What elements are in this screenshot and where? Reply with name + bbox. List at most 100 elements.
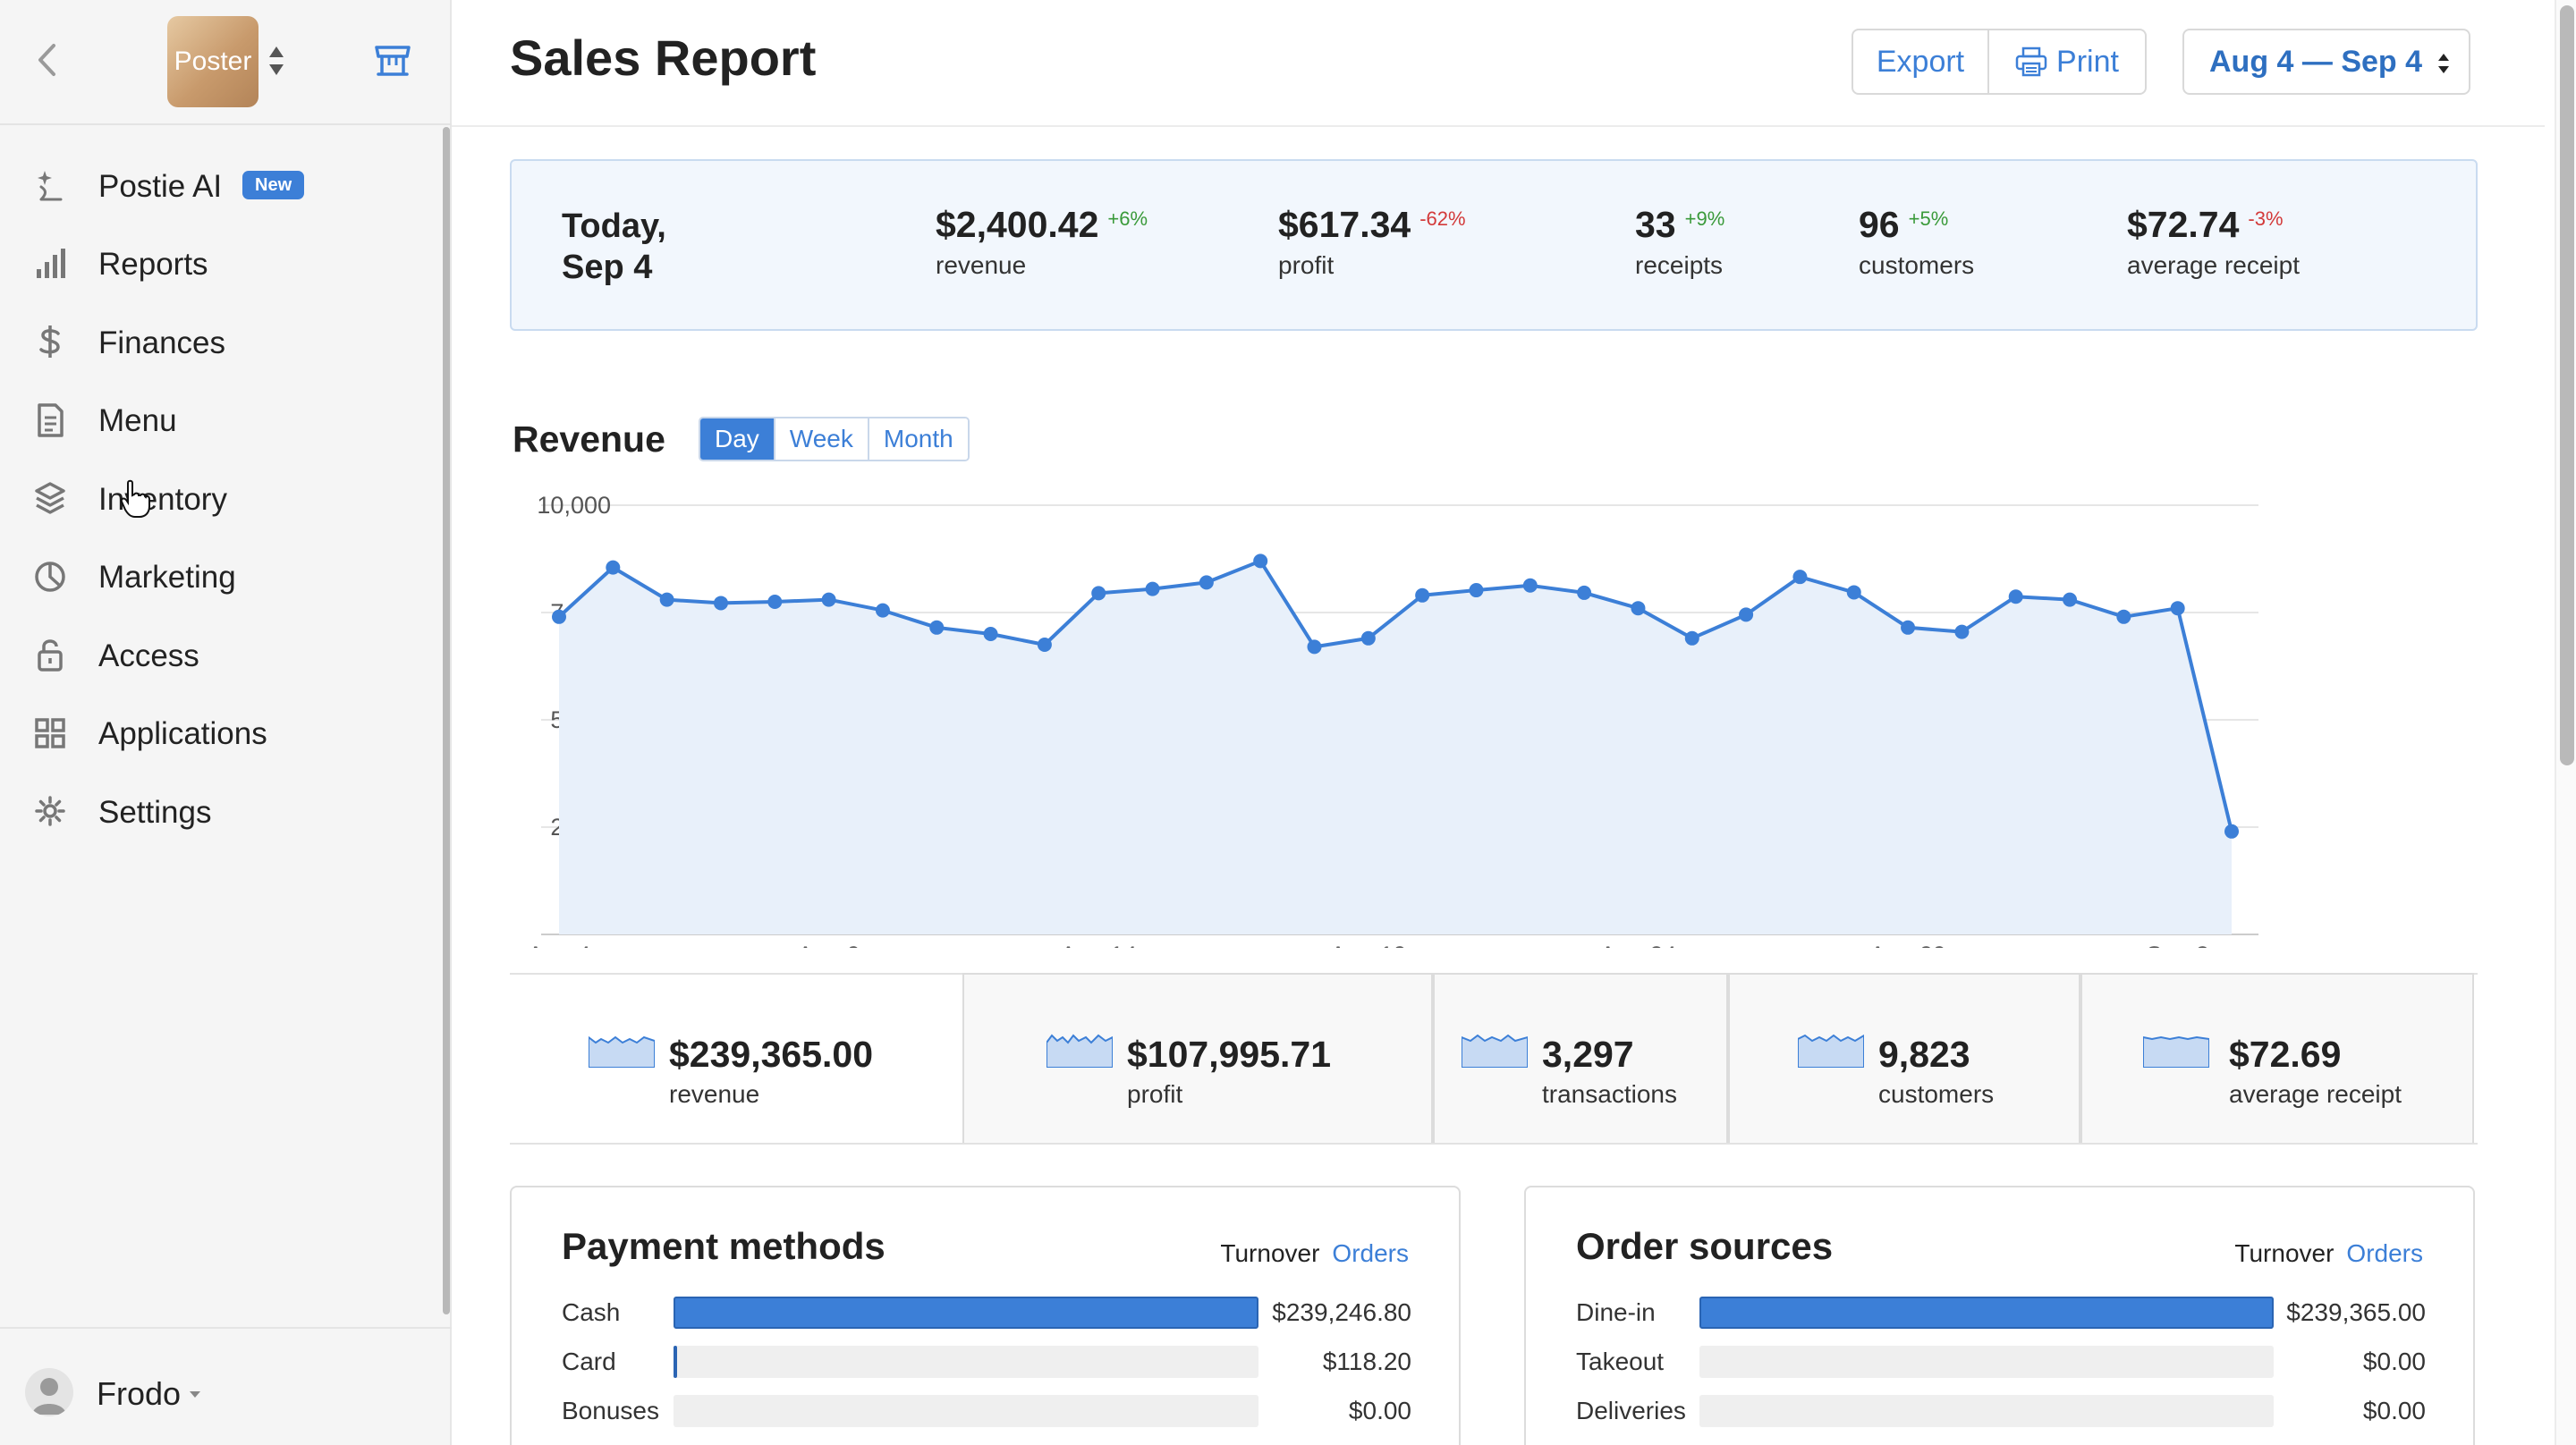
- sidebar-item-access[interactable]: Access: [0, 617, 443, 696]
- sort-arrows-icon: [269, 46, 284, 75]
- sidebar-item-marketing[interactable]: Marketing: [0, 539, 443, 618]
- sidebar-item-inventory[interactable]: Inventory: [0, 461, 443, 539]
- kpi-revenue: $2,400.42 +6% revenue: [936, 204, 1148, 280]
- data-point: [875, 603, 890, 618]
- x-tick-label: Aug 14: [1060, 942, 1137, 948]
- data-point: [1360, 630, 1376, 646]
- document-icon: [32, 402, 68, 438]
- total-average-receipt[interactable]: $72.69 average receipt: [2080, 973, 2474, 1143]
- total-value: $107,995.71: [1127, 1034, 1332, 1075]
- account-switcher[interactable]: [265, 43, 288, 79]
- sidebar-item-label: Reports: [98, 247, 208, 283]
- sidebar-item-postie-ai[interactable]: Postie AI New: [0, 148, 443, 226]
- page-scrollbar[interactable]: [2555, 0, 2576, 1445]
- period-day-button[interactable]: Day: [700, 418, 774, 460]
- print-button[interactable]: Print: [1989, 30, 2145, 93]
- data-point: [1091, 586, 1106, 601]
- total-revenue[interactable]: $239,365.00 revenue: [510, 975, 962, 1143]
- today-label: Today, Sep 4: [562, 206, 705, 288]
- kpi-value: $72.74: [2127, 204, 2240, 245]
- total-label: revenue: [669, 1080, 760, 1108]
- page-scrollbar-thumb[interactable]: [2560, 5, 2574, 765]
- today-label-line2: Sep 4: [562, 249, 653, 286]
- export-button[interactable]: Export: [1853, 30, 1989, 93]
- data-point: [552, 609, 566, 624]
- user-name: Frodo: [97, 1375, 182, 1412]
- kpi-value: $2,400.42: [936, 204, 1099, 245]
- total-transactions[interactable]: 3,297 transactions: [1433, 973, 1728, 1143]
- data-point: [1577, 585, 1592, 600]
- data-point: [1631, 601, 1646, 616]
- sidebar-item-label: Marketing: [98, 560, 236, 596]
- printer-icon: [2015, 46, 2047, 77]
- user-menu[interactable]: Frodo: [0, 1327, 452, 1445]
- period-week-button[interactable]: Week: [773, 418, 868, 460]
- x-tick-label: Aug 29: [1869, 942, 1946, 948]
- sidebar-nav: Postie AI New Reports Finances Menu Inve…: [0, 148, 443, 852]
- sidebar-item-label: Postie AI: [98, 168, 223, 204]
- today-summary: Today, Sep 4 $2,400.42 +6% revenue $617.3…: [510, 159, 2478, 331]
- sidebar-header: Poster: [0, 0, 452, 125]
- kpi-delta: -62%: [1419, 207, 1466, 230]
- sidebar-item-label: Settings: [98, 794, 212, 830]
- row-label: Dine-in: [1576, 1298, 1656, 1326]
- sidebar-item-settings[interactable]: Settings: [0, 773, 443, 852]
- dollar-icon: [32, 324, 68, 359]
- x-tick-label: Aug 19: [1330, 942, 1407, 948]
- row-value: $0.00: [1348, 1397, 1411, 1424]
- user-icon: [32, 1378, 66, 1415]
- revenue-line: [557, 559, 2233, 832]
- avatar: [25, 1368, 73, 1416]
- main-content: Sales Report Export Print Aug 4 — Sep 4 …: [452, 0, 2545, 1445]
- period-totals: $239,365.00 revenue $107,995.71 profit 3…: [510, 973, 2478, 1145]
- data-point: [1846, 585, 1861, 600]
- storefront-button[interactable]: [369, 38, 417, 82]
- bar-track: [1699, 1395, 2274, 1427]
- orders-toggle[interactable]: Orders: [2346, 1239, 2423, 1267]
- business-logo[interactable]: Poster: [167, 16, 258, 107]
- date-range-picker[interactable]: Aug 4 — Sep 4: [2182, 29, 2470, 95]
- list-item: Deliveries $0.00: [1576, 1393, 2426, 1429]
- sparkline-icon: [1462, 1034, 1528, 1068]
- revenue-chart: 2,5005,0007,50010,000Aug 4Aug 9Aug 14Aug…: [528, 492, 2258, 948]
- card-title: Order sources: [1576, 1225, 1834, 1267]
- sidebar-item-label: Menu: [98, 403, 177, 439]
- sidebar-scrollbar[interactable]: [443, 127, 450, 1314]
- sidebar-item-applications[interactable]: Applications: [0, 696, 443, 774]
- kpi-delta: +9%: [1684, 207, 1725, 230]
- total-profit[interactable]: $107,995.71 profit: [962, 973, 1433, 1143]
- back-button[interactable]: [29, 39, 64, 80]
- period-switch: Day Week Month: [699, 417, 970, 461]
- new-badge: New: [242, 171, 305, 199]
- total-value: 9,823: [1878, 1034, 1970, 1075]
- row-value: $239,365.00: [2286, 1298, 2426, 1326]
- sidebar-item-menu[interactable]: Menu: [0, 383, 443, 461]
- data-point: [2116, 609, 2131, 624]
- period-month-button[interactable]: Month: [867, 418, 968, 460]
- data-point: [1684, 630, 1699, 646]
- page-title: Sales Report: [510, 30, 817, 86]
- total-customers[interactable]: 9,823 customers: [1728, 973, 2080, 1143]
- kpi-value: 33: [1635, 204, 1676, 245]
- data-point: [983, 627, 998, 641]
- export-print-group: Export Print: [1852, 29, 2147, 95]
- total-value: $72.69: [2229, 1034, 2342, 1075]
- orders-toggle[interactable]: Orders: [1332, 1239, 1409, 1267]
- sidebar-item-reports[interactable]: Reports: [0, 226, 443, 305]
- revenue-area: [559, 561, 2232, 934]
- kpi-profit: $617.34 -62% profit: [1278, 204, 1466, 280]
- sparkline-icon: [1798, 1034, 1864, 1068]
- data-point: [1469, 583, 1484, 598]
- caret-down-icon: [190, 1391, 200, 1398]
- storefront-icon: [375, 46, 411, 76]
- bar-track: [674, 1346, 1258, 1378]
- sidebar-item-finances[interactable]: Finances: [0, 304, 443, 383]
- total-value: 3,297: [1542, 1034, 1634, 1075]
- x-tick-label: Aug 4: [528, 942, 591, 948]
- metric-toggle: Turnover Orders: [1220, 1239, 1409, 1268]
- data-point: [1415, 587, 1430, 603]
- kpi-label: receipts: [1635, 251, 1724, 279]
- turnover-toggle[interactable]: Turnover: [2234, 1239, 2334, 1267]
- grid-icon: [32, 715, 68, 751]
- turnover-toggle[interactable]: Turnover: [1220, 1239, 1320, 1267]
